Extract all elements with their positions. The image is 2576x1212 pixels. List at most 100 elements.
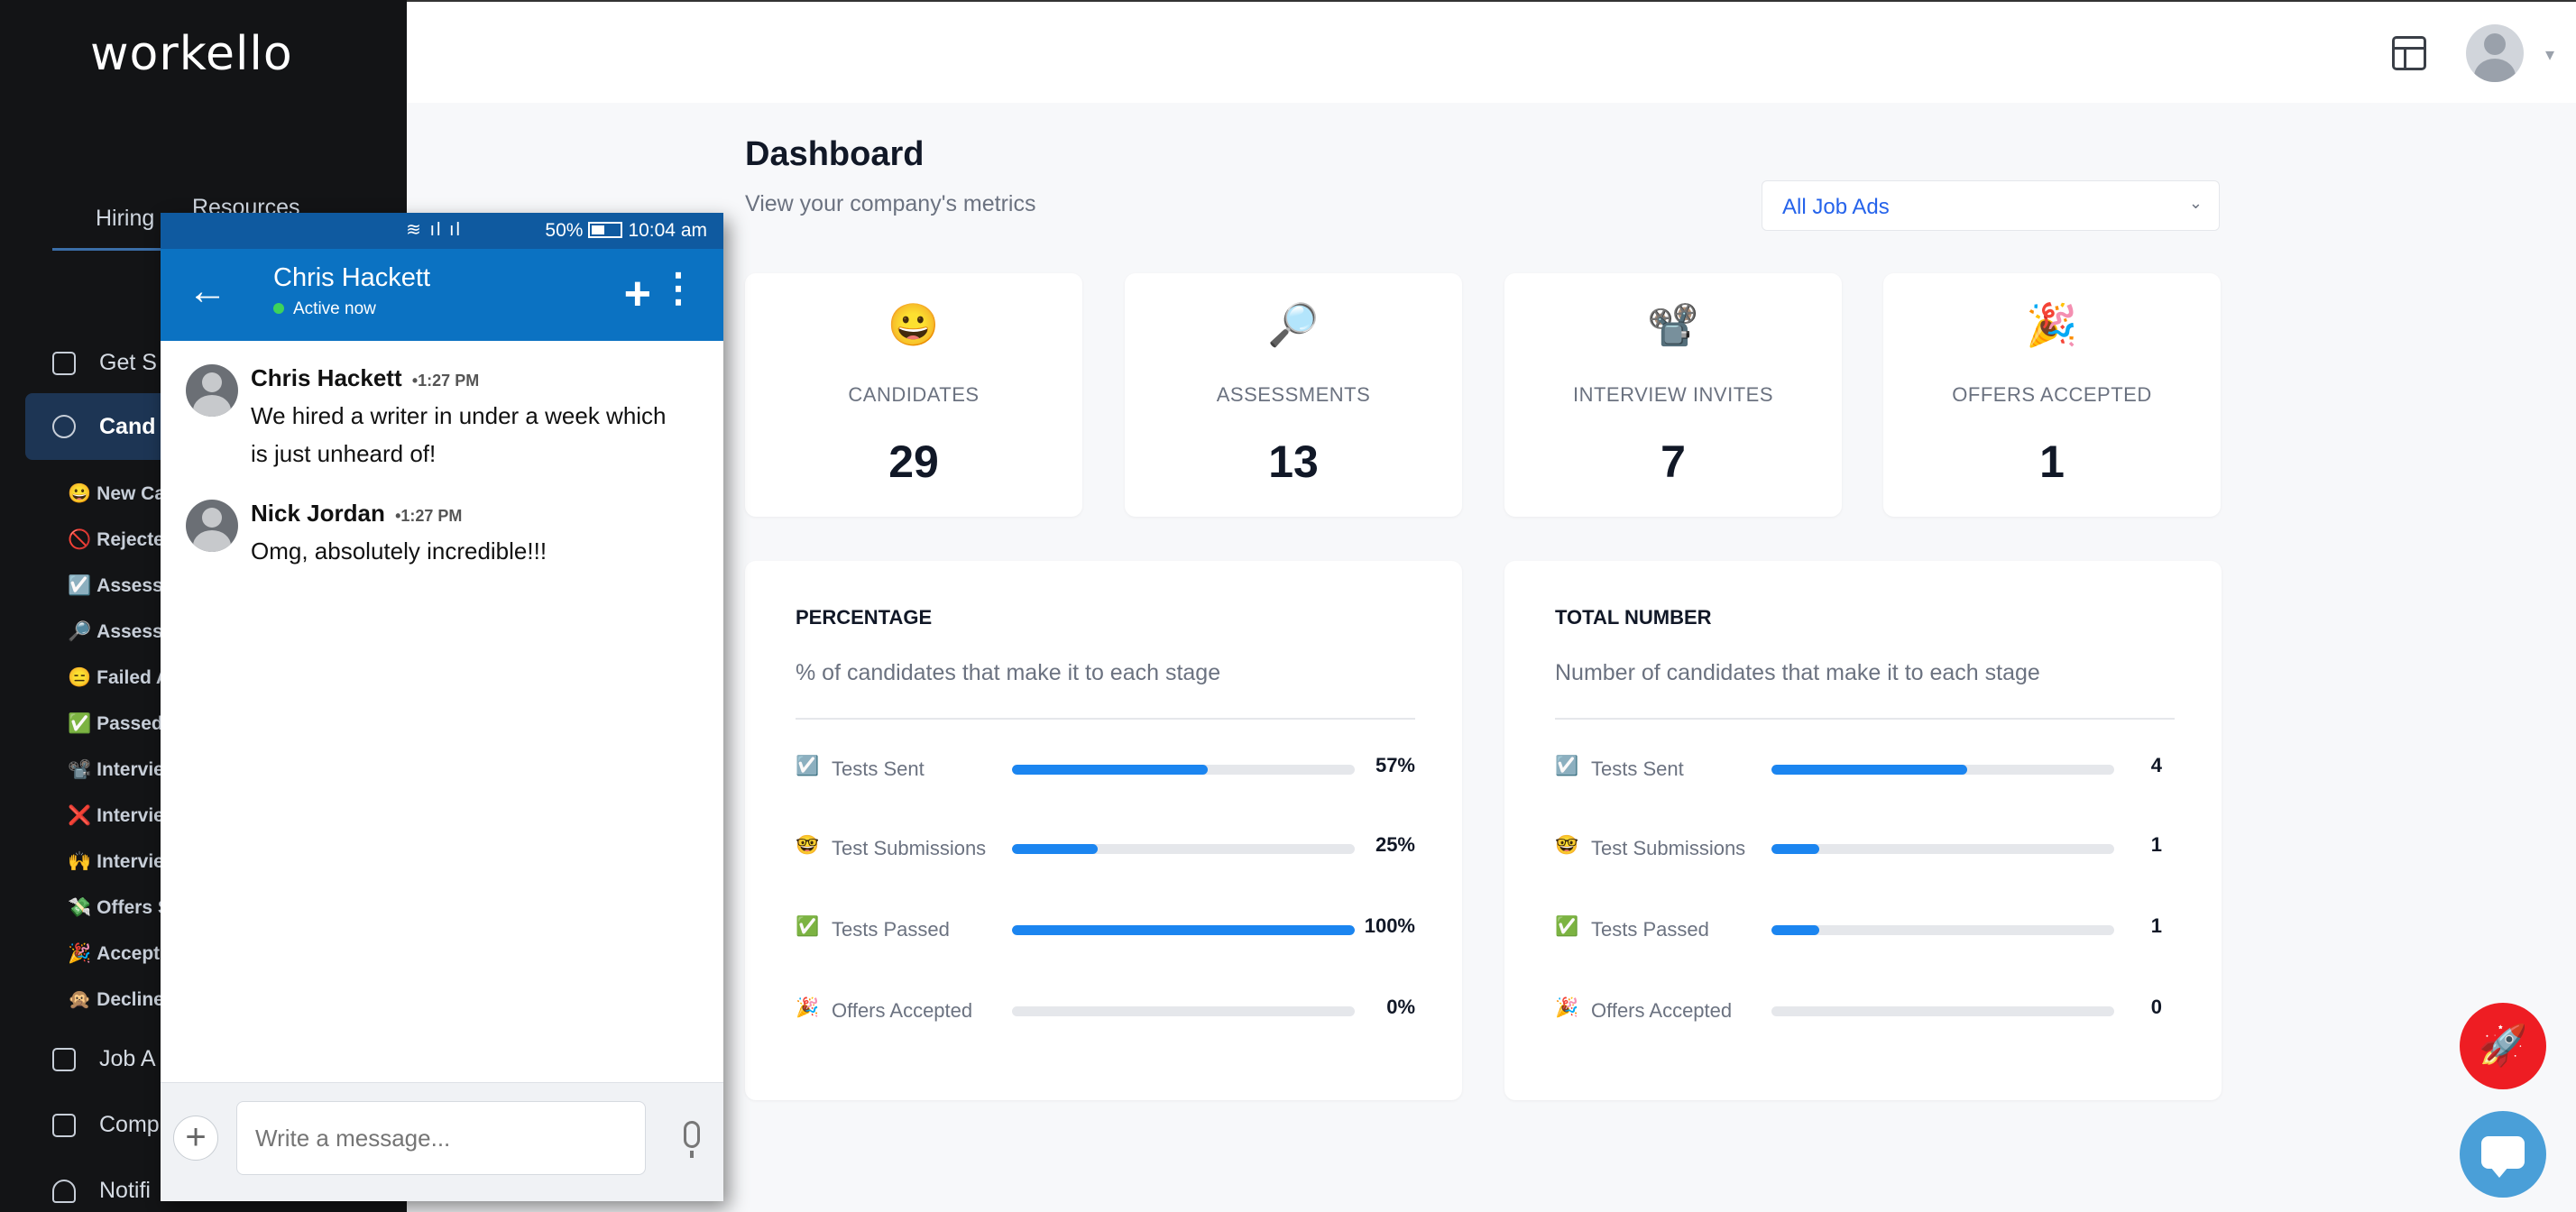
stage-value: 1 — [2150, 914, 2162, 937]
sidebar-subitem[interactable]: 🔎 Assess — [68, 621, 163, 643]
back-arrow-icon[interactable]: ← — [188, 269, 227, 313]
chat-button[interactable] — [2460, 1111, 2546, 1198]
subitem-label: Assess — [97, 575, 163, 596]
metric-value: 1 — [2039, 436, 2065, 487]
phone-chat-overlay: ≋ ıl ıl 50% 10:04 am ← Chris Hackett Acti… — [161, 213, 723, 1201]
microphone-icon[interactable] — [684, 1121, 700, 1158]
stage-value: 0% — [1386, 996, 1415, 1018]
progress-track — [1012, 765, 1355, 775]
contact-status: Active now — [273, 299, 376, 319]
party-popper-icon: 🎉 — [1555, 997, 1579, 1018]
stage-label: Offers Accepted — [1591, 999, 1733, 1022]
sidebar-subitem[interactable]: 🎉 Accept — [68, 943, 160, 965]
divider — [796, 718, 1415, 720]
bell-icon — [52, 1179, 76, 1203]
chevron-down-icon: ⌄ — [2188, 194, 2203, 212]
stage-row: 🎉 Offers Accepted 0 — [1555, 992, 2175, 1028]
stage-row: 🤓 Test Submissions 25% — [796, 830, 1415, 866]
sidebar-subitem[interactable]: 📽️ Intervie — [68, 759, 164, 781]
message-author: Chris Hackett •1:27 PM — [251, 364, 479, 392]
chevron-down-icon[interactable]: ▾ — [2544, 45, 2554, 65]
progress-track — [1012, 1006, 1355, 1016]
stage-value: 57% — [1375, 754, 1415, 776]
nerd-face-icon: 🤓 — [1555, 835, 1579, 856]
avatar[interactable] — [2466, 24, 2524, 82]
battery-icon — [588, 222, 623, 238]
metric-value: 13 — [1268, 436, 1319, 487]
checkbox-icon: ☑️ — [1555, 756, 1579, 776]
checkbox-icon — [52, 351, 76, 375]
app-logo: workello — [90, 27, 293, 81]
page-subtitle: View your company's metrics — [745, 191, 1036, 216]
progress-fill — [1771, 925, 1820, 935]
author-name: Chris Hackett — [251, 364, 402, 391]
metric-card-candidates[interactable]: 😀 CANDIDATES 29 — [745, 273, 1082, 517]
clock: 10:04 am — [628, 220, 707, 241]
emoji-icon: ☑️ — [68, 575, 92, 596]
chat-app-bar: ← Chris Hackett Active now + ⋮ — [161, 249, 723, 341]
divider — [1555, 718, 2175, 720]
panel-subtitle: Number of candidates that make it to eac… — [1555, 660, 2040, 685]
total-number-panel: TOTAL NUMBER Number of candidates that m… — [1504, 561, 2222, 1100]
sidebar-subitem[interactable]: 😑 Failed A — [68, 667, 170, 689]
subitem-label: Assess — [97, 621, 163, 642]
message-text: We hired a writer in under a week which … — [251, 402, 667, 467]
sidebar-subitem[interactable]: 😀 New Ca — [68, 483, 165, 505]
layout-icon[interactable] — [2392, 36, 2426, 70]
subitem-label: Offers S — [97, 897, 170, 918]
progress-track — [1012, 925, 1355, 935]
metric-card-interview-invites[interactable]: 📽️ INTERVIEW INVITES 7 — [1504, 273, 1842, 517]
sidebar-item-notifications[interactable]: Notifi — [52, 1178, 151, 1204]
sidebar-item-label: Comp — [99, 1112, 160, 1137]
stage-row: ✅ Tests Passed 1 — [1555, 911, 2175, 947]
percentage-panel: PERCENTAGE % of candidates that make it … — [745, 561, 1462, 1100]
progress-track — [1771, 1006, 2114, 1016]
metric-label: INTERVIEW INVITES — [1572, 383, 1773, 406]
sidebar-item-get-started[interactable]: Get S — [52, 350, 157, 376]
contact-status-label: Active now — [293, 299, 376, 318]
message-text: Omg, absolutely incredible!!! — [251, 537, 547, 565]
sidebar-subitem[interactable]: 🚫 Rejecte — [68, 529, 164, 551]
subitem-label: Rejecte — [97, 529, 164, 550]
metric-value: 29 — [888, 436, 939, 487]
home-icon — [52, 1113, 76, 1137]
sidebar-subitem[interactable]: 💸 Offers S — [68, 897, 170, 919]
message-input[interactable] — [236, 1101, 646, 1175]
page-title: Dashboard — [745, 135, 925, 173]
sidebar-item-job-ads[interactable]: Job A — [52, 1046, 156, 1072]
sidebar-subitem[interactable]: 🙌 Intervie — [68, 851, 164, 873]
attach-button[interactable]: + — [173, 1116, 218, 1161]
stage-label: Tests Passed — [1591, 918, 1709, 941]
emoji-icon: 💸 — [68, 897, 92, 918]
progress-track — [1771, 925, 2114, 935]
progress-track — [1771, 765, 2114, 775]
sidebar-item-company[interactable]: Comp — [52, 1112, 160, 1138]
metric-card-assessments[interactable]: 🔎 ASSESSMENTS 13 — [1125, 273, 1462, 517]
subitem-label: Accept — [97, 943, 161, 964]
rocket-button[interactable]: 🚀 — [2460, 1003, 2546, 1089]
stage-row: 🤓 Test Submissions 1 — [1555, 830, 2175, 866]
panel-title: PERCENTAGE — [796, 606, 933, 629]
sidebar-item-label: Job A — [99, 1046, 156, 1071]
message-time: •1:27 PM — [395, 507, 463, 525]
emoji-icon: 📽️ — [68, 759, 92, 780]
add-icon[interactable]: + — [623, 268, 651, 320]
message-author: Nick Jordan •1:27 PM — [251, 500, 462, 528]
subitem-label: Passed — [97, 713, 163, 734]
emoji-icon: 🙌 — [68, 851, 92, 872]
progress-fill — [1012, 765, 1208, 775]
metric-card-offers-accepted[interactable]: 🎉 OFFERS ACCEPTED 1 — [1883, 273, 2221, 517]
party-popper-icon: 🎉 — [2026, 301, 2078, 348]
tab-hiring[interactable]: Hiring — [96, 206, 155, 231]
stage-value: 100% — [1364, 914, 1415, 937]
sidebar-subitem[interactable]: ❌ Intervie — [68, 805, 164, 827]
sidebar-subitem[interactable]: ✅ Passed — [68, 713, 163, 735]
job-ads-select[interactable]: All Job Ads ⌄ — [1762, 180, 2220, 231]
more-vertical-icon[interactable]: ⋮ — [658, 266, 698, 310]
plus-icon: + — [185, 1117, 207, 1157]
sidebar-subitem[interactable]: 🙊 Decline — [68, 989, 164, 1011]
contact-name: Chris Hackett — [273, 263, 431, 292]
rocket-icon: 🚀 — [2478, 1024, 2528, 1068]
stage-label: Tests Passed — [832, 918, 950, 941]
sidebar-subitem[interactable]: ☑️ Assess — [68, 575, 163, 597]
